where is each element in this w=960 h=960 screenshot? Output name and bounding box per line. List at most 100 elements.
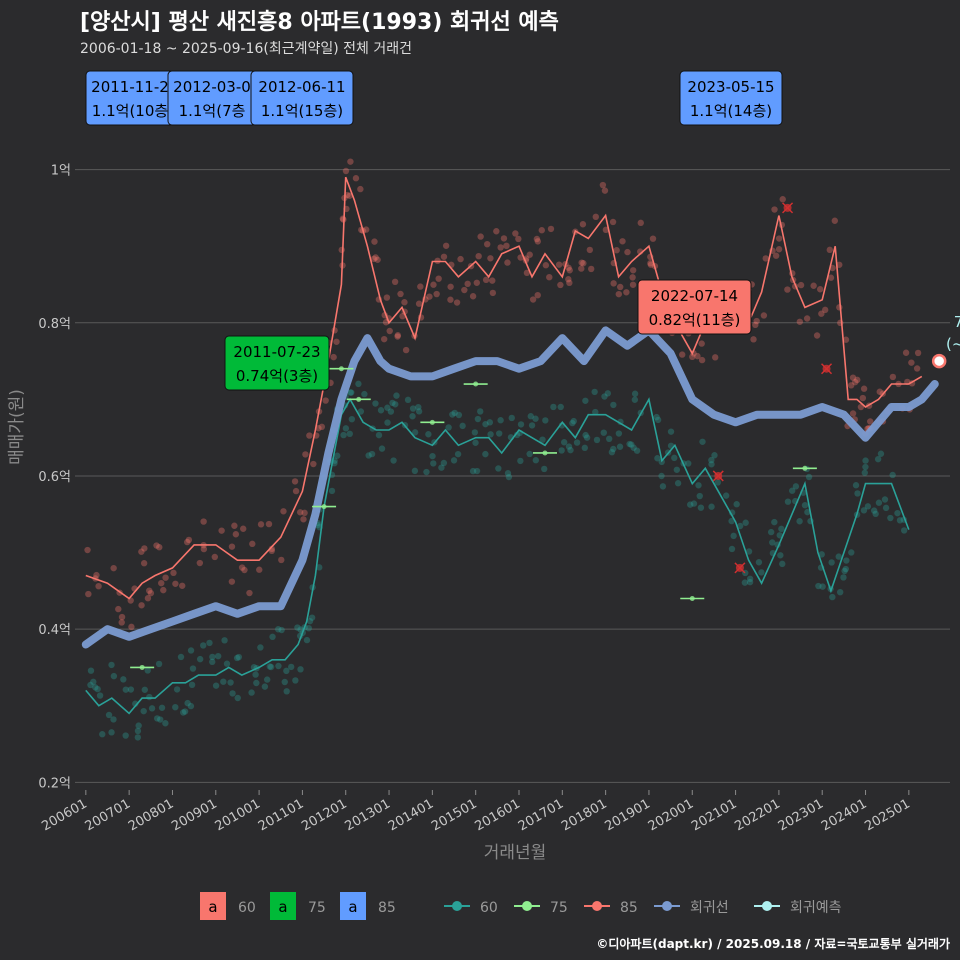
scatter-point-60 <box>477 408 484 415</box>
scatter-point-85 <box>579 221 587 228</box>
scatter-point-60 <box>423 468 430 476</box>
scatter-point-85 <box>85 590 92 598</box>
scatter-point-85 <box>760 312 768 319</box>
scatter-point-85 <box>115 605 122 613</box>
scatter-point-60 <box>497 417 504 424</box>
scatter-point-60 <box>469 467 477 475</box>
scatter-point-85 <box>394 332 402 339</box>
scatter-point-85 <box>482 276 490 284</box>
scatter-point-85 <box>231 522 238 529</box>
scatter-point-60 <box>355 380 362 388</box>
scatter-point-85 <box>504 259 511 266</box>
scatter-point-60 <box>539 436 546 443</box>
scatter-point-85 <box>477 233 484 240</box>
forecast-label-area: (~85㎡) <box>946 335 960 353</box>
scatter-point-60 <box>482 450 489 458</box>
scatter-point-85 <box>342 167 350 175</box>
scatter-point-60 <box>429 452 436 460</box>
scatter-point-85 <box>534 238 542 245</box>
scatter-point-60 <box>389 399 396 407</box>
scatter-point-85 <box>118 613 126 621</box>
scatter-point-60 <box>513 431 521 439</box>
scatter-point-85 <box>493 228 500 235</box>
scatter-point-85 <box>512 230 519 237</box>
scatter-point-60 <box>900 527 908 534</box>
scatter-point-85 <box>649 235 657 242</box>
scatter-point-60 <box>690 500 698 507</box>
scatter-point-85 <box>712 354 719 361</box>
scatter-point-60 <box>671 454 678 462</box>
scatter-point-85 <box>484 240 491 248</box>
scatter-point-85 <box>464 280 471 288</box>
scatter-point-60 <box>829 593 836 601</box>
scatter-point-85 <box>147 589 155 597</box>
scatter-point-85 <box>374 256 381 263</box>
scatter-point-60 <box>776 532 783 539</box>
scatter-point-60 <box>828 559 835 566</box>
legend-dot-key <box>522 901 532 911</box>
scatter-point-60 <box>746 575 754 583</box>
forecast-label-price: 7,488 <box>954 313 960 331</box>
scatter-point-85 <box>461 286 468 294</box>
scatter-point-60 <box>581 444 589 452</box>
scatter-point-60 <box>122 732 129 739</box>
scatter-point-60 <box>699 438 706 445</box>
scatter-point-85 <box>138 602 145 609</box>
scatter-point-60 <box>455 411 463 419</box>
series-line-85 <box>85 176 923 600</box>
legend-dot-key <box>662 901 672 911</box>
scatter-point-60 <box>769 539 776 546</box>
scatter-point-85 <box>435 275 442 282</box>
scatter-point-60 <box>283 688 290 695</box>
scatter-point-85 <box>352 175 360 182</box>
scatter-point-85 <box>397 290 404 298</box>
scatter-point-85 <box>827 274 835 281</box>
annotation-date: 2011-07-23 <box>233 343 320 361</box>
scatter-point-60 <box>792 483 800 490</box>
x-tick-label: 200801 <box>126 796 176 834</box>
scatter-point-60 <box>357 408 365 415</box>
scatter-point-60 <box>495 465 502 472</box>
scatter-point-60 <box>92 684 99 691</box>
series-point-75 <box>473 381 479 387</box>
scatter-point-60 <box>472 439 479 446</box>
scatter-point-60 <box>557 403 564 411</box>
scatter-point-60 <box>528 422 536 429</box>
scatter-point-85 <box>296 509 304 516</box>
scatter-point-85 <box>457 255 464 263</box>
scatter-point-60 <box>223 660 231 667</box>
scatter-point-85 <box>580 260 587 267</box>
x-tick-label: 202101 <box>689 796 739 834</box>
scatter-point-85 <box>849 374 857 381</box>
scatter-point-85 <box>679 351 686 358</box>
legend-key-60 <box>200 892 226 920</box>
x-tick-label: 202301 <box>776 796 826 834</box>
annotation-bg <box>250 70 354 126</box>
scatter-point-85 <box>779 196 786 203</box>
scatter-point-85 <box>836 304 843 311</box>
scatter-point-60 <box>659 483 667 490</box>
scatter-point-60 <box>755 559 763 566</box>
scatter-point-85 <box>146 587 153 594</box>
y-tick-label: 1억 <box>51 164 71 179</box>
scatter-point-60 <box>316 564 323 571</box>
scatter-point-60 <box>348 415 356 423</box>
scatter-point-60 <box>654 416 662 424</box>
scatter-point-60 <box>292 677 299 684</box>
legend-key-letter: a <box>348 898 357 916</box>
scatter-point-60 <box>157 716 164 723</box>
scatter-point-60 <box>347 389 354 396</box>
scatter-point-60 <box>387 408 395 415</box>
scatter-point-60 <box>127 686 135 693</box>
scatter-point-60 <box>685 460 692 467</box>
scatter-point-60 <box>840 574 847 581</box>
scatter-point-60 <box>415 403 422 411</box>
scatter-point-60 <box>631 396 639 403</box>
scatter-point-60 <box>340 431 347 439</box>
scatter-point-85 <box>238 564 246 571</box>
scatter-point-85 <box>362 226 370 233</box>
scatter-point-60 <box>633 447 641 454</box>
chart-title: [양산시] 평산 새진흥8 아파트(1993) 회귀선 예측 <box>80 10 559 35</box>
scatter-point-60 <box>184 699 191 707</box>
scatter-point-85 <box>302 451 309 458</box>
